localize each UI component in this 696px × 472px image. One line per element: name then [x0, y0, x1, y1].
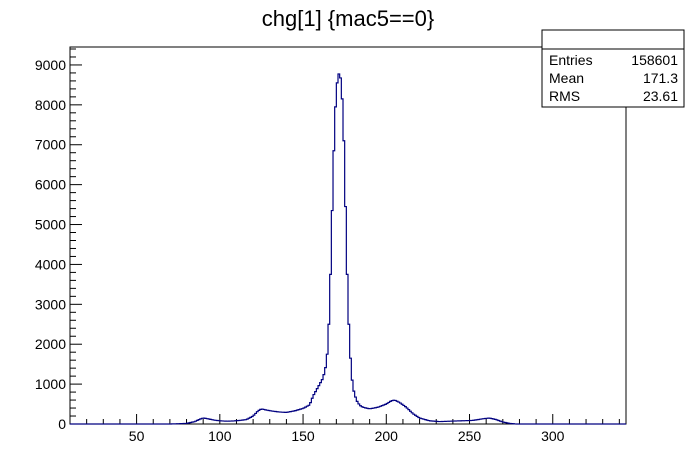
stats-rms-value: 23.61 — [643, 88, 678, 104]
stats-entries-label: Entries — [549, 52, 593, 68]
y-tick-label: 0 — [58, 416, 66, 432]
x-tick-label: 200 — [375, 428, 399, 444]
x-tick-label: 100 — [208, 428, 232, 444]
y-tick-label: 3000 — [35, 296, 66, 312]
y-axis: 0 1000 2000 3000 4000 5000 6000 7000 8000 9000 — [35, 48, 82, 432]
x-tick-label: 300 — [541, 428, 565, 444]
stats-mean-label: Mean — [549, 70, 584, 86]
y-tick-label: 6000 — [35, 177, 66, 193]
chart-title: chg[1] {mac5==0} — [262, 6, 434, 31]
y-tick-label: 1000 — [35, 376, 66, 392]
y-tick-label: 4000 — [35, 256, 66, 272]
x-tick-label: 250 — [458, 428, 482, 444]
plot-frame — [69, 46, 627, 425]
stats-rms-label: RMS — [549, 88, 580, 104]
x-tick-label: 50 — [129, 428, 145, 444]
y-tick-label: 8000 — [35, 97, 66, 113]
y-tick-label: 5000 — [35, 217, 66, 233]
stats-entries-value: 158601 — [631, 52, 678, 68]
histogram-series-line — [70, 73, 626, 425]
x-axis: 50 100 150 200 250 300 — [86, 414, 620, 444]
y-tick-label: 2000 — [35, 336, 66, 352]
stats-mean-value: 171.3 — [643, 70, 678, 86]
y-tick-label: 7000 — [35, 137, 66, 153]
y-tick-label: 9000 — [35, 57, 66, 73]
x-tick-label: 150 — [291, 428, 315, 444]
stats-box-frame — [541, 29, 685, 108]
stats-box: Entries 158601 Mean 171.3 RMS 23.61 — [541, 29, 685, 108]
